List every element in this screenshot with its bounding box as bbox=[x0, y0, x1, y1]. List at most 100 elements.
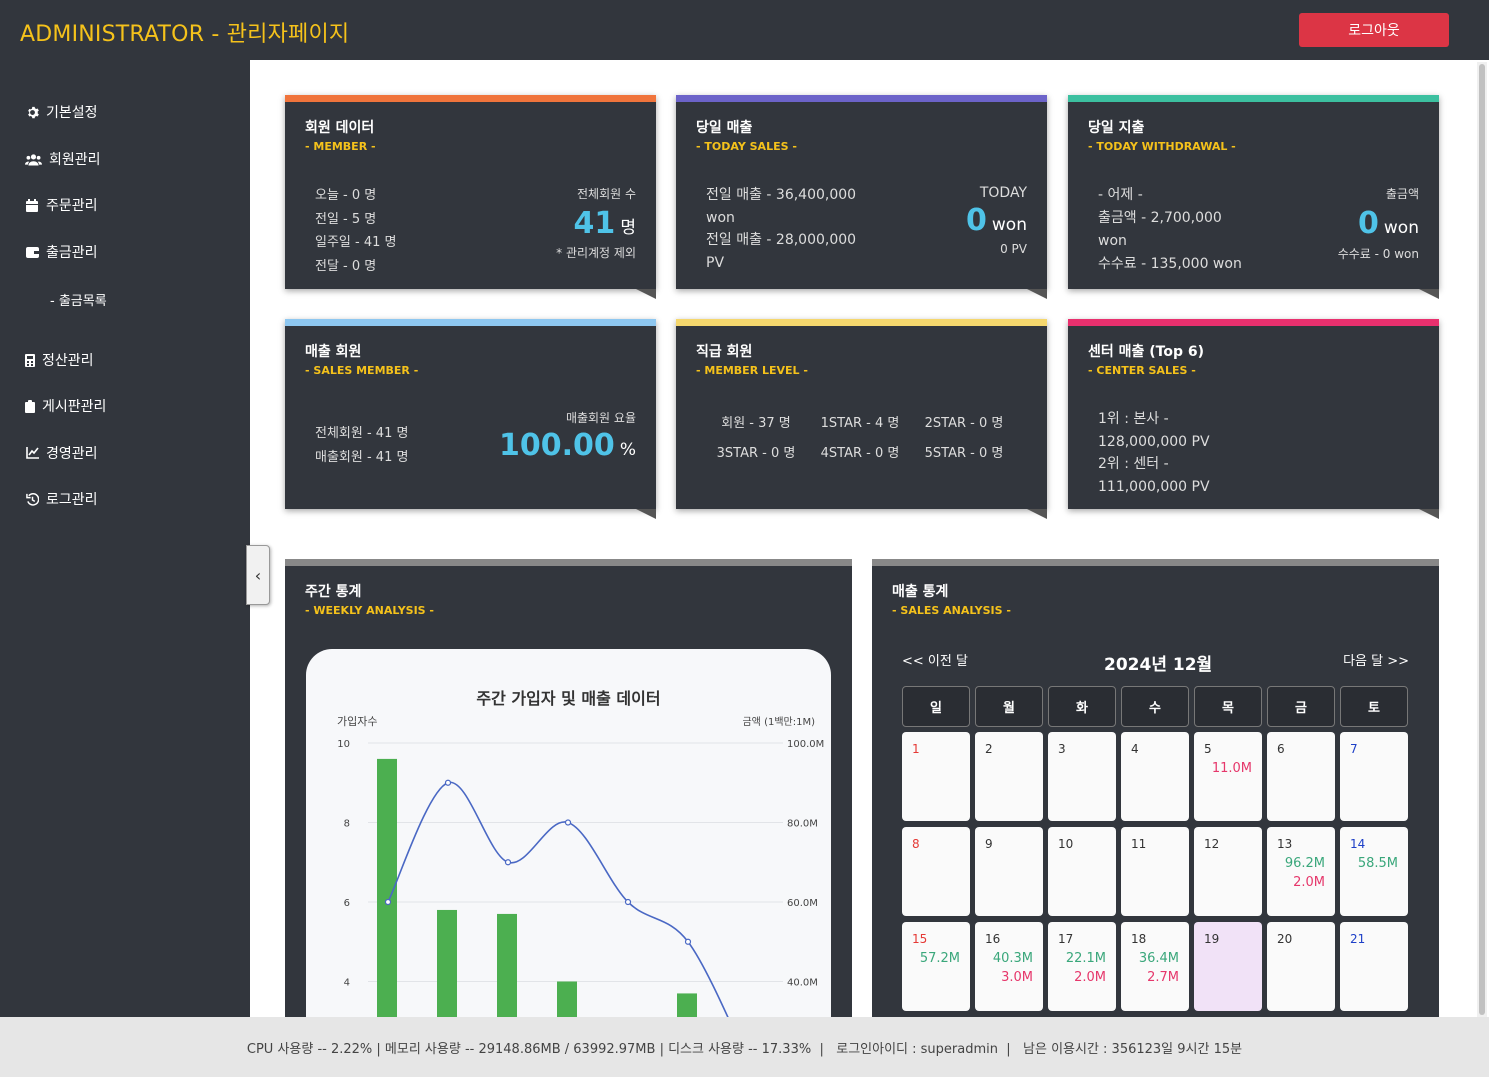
card-subtitle: - CENTER SALES - bbox=[1088, 364, 1196, 377]
calendar-day[interactable]: 19 bbox=[1194, 922, 1262, 1011]
card-subtitle: - MEMBER LEVEL - bbox=[696, 364, 808, 377]
today-sales-lines: 전일 매출 - 36,400,000 won 전일 매출 - 28,000,00… bbox=[706, 184, 906, 274]
sidebar-subitem-withdrawal-list[interactable]: - 출금목록 bbox=[50, 294, 107, 309]
sidebar-collapse-button[interactable]: ‹ bbox=[246, 545, 270, 605]
sidebar-item-orders[interactable]: 주문관리 bbox=[25, 193, 98, 217]
level-4star: 4STAR - 0 명 bbox=[820, 446, 900, 461]
page-scrollbar[interactable] bbox=[1477, 62, 1487, 1017]
sidebar-item-board[interactable]: 게시판관리 bbox=[25, 394, 106, 418]
sidebar-item-basic-settings[interactable]: 기본설정 bbox=[25, 100, 98, 124]
calendar-day[interactable]: 21 bbox=[1340, 922, 1408, 1011]
calendar-day[interactable]: 6 bbox=[1267, 732, 1335, 821]
center-sales-lines: 1위 : 본사 - 128,000,000 PV 2위 : 센터 - 111,0… bbox=[1098, 408, 1398, 498]
day-number: 9 bbox=[985, 837, 993, 851]
day-sales-value: 22.1M bbox=[1065, 951, 1106, 966]
day-sales-value: 96.2M bbox=[1284, 856, 1325, 871]
prev-sales-pv: 전일 매출 - 28,000,000 bbox=[706, 232, 857, 248]
yesterday-amount: 출금액 - 2,700,000 bbox=[1098, 210, 1222, 226]
scrollbar-thumb[interactable] bbox=[1479, 64, 1485, 1015]
chart-bar bbox=[437, 909, 457, 1029]
calendar-day[interactable]: 9 bbox=[975, 827, 1043, 916]
next-month-link[interactable]: 다음 달 >> bbox=[1343, 654, 1409, 669]
calendar-day[interactable]: 12 bbox=[1194, 827, 1262, 916]
sidebar-item-logs[interactable]: 로그관리 bbox=[25, 487, 98, 511]
calendar-day[interactable]: 16 40.3M 3.0M bbox=[975, 922, 1043, 1011]
sidebar-item-label: 게시판관리 bbox=[42, 399, 107, 415]
card-accent-bar bbox=[676, 95, 1047, 102]
line-point bbox=[384, 898, 392, 906]
card-accent-bar bbox=[1068, 95, 1439, 102]
day-sales-value: 57.2M bbox=[919, 951, 960, 966]
member-level-card: 직급 회원 - MEMBER LEVEL - 회원 - 37 명 1STAR -… bbox=[676, 319, 1047, 519]
calendar-day[interactable]: 13 96.2M 2.0M bbox=[1267, 827, 1335, 916]
sidebar-item-label: 로그관리 bbox=[46, 492, 98, 508]
line-point bbox=[504, 859, 512, 866]
sidebar-item-members[interactable]: 회원관리 bbox=[25, 147, 101, 171]
all-members: 전체회원 - 41 명 bbox=[315, 426, 409, 441]
weekday-header: 화 bbox=[1048, 686, 1116, 727]
calendar-day[interactable]: 15 57.2M bbox=[902, 922, 970, 1011]
weekly-analysis-card: 주간 통계 - WEEKLY ANALYSIS - 주간 가입자 및 매출 데이… bbox=[285, 559, 852, 1029]
calendar-day[interactable]: 5 11.0M bbox=[1194, 732, 1262, 821]
withdrawal-value: 0 bbox=[1357, 206, 1379, 241]
calendar-day[interactable]: 7 bbox=[1340, 732, 1408, 821]
calendar-day[interactable]: 4 bbox=[1121, 732, 1189, 821]
top-header: ADMINISTRATOR - 관리자페이지 로그아웃 bbox=[0, 0, 1489, 60]
day-number: 6 bbox=[1277, 742, 1285, 756]
calendar-day[interactable]: 14 58.5M bbox=[1340, 827, 1408, 916]
sidebar: 기본설정 회원관리 주문관리 출금관리 - 출금목록 정산관리 게시판관리 bbox=[0, 60, 250, 1017]
calendar-day[interactable]: 3 bbox=[1048, 732, 1116, 821]
today-unit: won bbox=[991, 215, 1027, 235]
calendar-day[interactable]: 20 bbox=[1267, 922, 1335, 1011]
total-note: * 관리계정 제외 bbox=[556, 246, 636, 260]
day-number: 11 bbox=[1131, 837, 1147, 851]
rank-2-value: 111,000,000 PV bbox=[1098, 478, 1210, 495]
yesterday-header: - 어제 - bbox=[1098, 187, 1143, 203]
withdrawal-label: 출금액 bbox=[1385, 187, 1419, 201]
today-withdrawal-card: 당일 지출 - TODAY WITHDRAWAL - - 어제 - 출금액 - … bbox=[1068, 95, 1439, 299]
day-number: 16 bbox=[985, 932, 1001, 946]
day-number: 4 bbox=[1131, 742, 1139, 756]
sales-member-rate: 매출회원 요율 100.00 % bbox=[436, 409, 636, 463]
day-withdrawal-value: 2.7M bbox=[1147, 970, 1179, 985]
card-accent-bar bbox=[285, 559, 852, 566]
rank-1-name: 1위 : 본사 - bbox=[1098, 411, 1169, 427]
weekday-header: 월 bbox=[975, 686, 1043, 727]
level-3star: 3STAR - 0 명 bbox=[716, 446, 796, 461]
calendar-day[interactable]: 8 bbox=[902, 827, 970, 916]
card-subtitle: - TODAY SALES - bbox=[696, 140, 797, 153]
day-number: 19 bbox=[1204, 932, 1220, 946]
sidebar-item-withdrawal[interactable]: 출금관리 bbox=[25, 240, 98, 264]
yesterday-fee: 수수료 - 135,000 won bbox=[1098, 256, 1242, 272]
card-title: 직급 회원 bbox=[696, 344, 753, 360]
calendar-day[interactable]: 18 36.4M 2.7M bbox=[1121, 922, 1189, 1011]
card-subtitle: - TODAY WITHDRAWAL - bbox=[1088, 140, 1236, 153]
weekly-chart-panel: 주간 가입자 및 매출 데이터 가입자수 금액 (1백만:1M) 10 100.0… bbox=[306, 649, 831, 1029]
calendar-day[interactable]: 1 bbox=[902, 732, 970, 821]
sidebar-item-settlement[interactable]: 정산관리 bbox=[25, 348, 94, 372]
chart-gridlines: 10 100.0M 8 80.0M 6 60.0M 4 40.0M bbox=[337, 739, 824, 989]
y2-tick-label: 80.0M bbox=[787, 819, 818, 830]
logout-button[interactable]: 로그아웃 bbox=[1299, 13, 1449, 47]
member-stats-list: 오늘 - 0 명 전일 - 5 명 일주일 - 41 명 전달 - 0 명 bbox=[315, 184, 396, 278]
calendar-day[interactable]: 2 bbox=[975, 732, 1043, 821]
card-subtitle: - SALES ANALYSIS - bbox=[892, 604, 1011, 617]
stat-yesterday: 전일 - 5 명 bbox=[315, 211, 377, 227]
sales-member-card: 매출 회원 - SALES MEMBER - 전체회원 - 41 명 매출회원 … bbox=[285, 319, 656, 519]
calendar-day[interactable]: 11 bbox=[1121, 827, 1189, 916]
yesterday-amount-unit: won bbox=[1098, 233, 1127, 249]
y-tick-label: 8 bbox=[344, 819, 350, 830]
clipboard-icon bbox=[25, 399, 35, 413]
sidebar-item-label: 경영관리 bbox=[46, 446, 98, 462]
day-withdrawal-value: 11.0M bbox=[1211, 761, 1252, 776]
total-unit: 명 bbox=[620, 218, 636, 238]
total-label: 전체회원 수 bbox=[576, 187, 636, 201]
calendar-day[interactable]: 17 22.1M 2.0M bbox=[1048, 922, 1116, 1011]
calendar-day[interactable]: 10 bbox=[1048, 827, 1116, 916]
member-level-grid: 회원 - 37 명 1STAR - 4 명 2STAR - 0 명 3STAR … bbox=[704, 412, 1016, 461]
stat-today: 오늘 - 0 명 bbox=[315, 188, 377, 203]
weekday-header: 수 bbox=[1121, 686, 1189, 727]
prev-month-link[interactable]: << 이전 달 bbox=[902, 654, 968, 669]
level-1star: 1STAR - 4 명 bbox=[820, 416, 900, 431]
sidebar-item-management[interactable]: 경영관리 bbox=[25, 441, 98, 465]
